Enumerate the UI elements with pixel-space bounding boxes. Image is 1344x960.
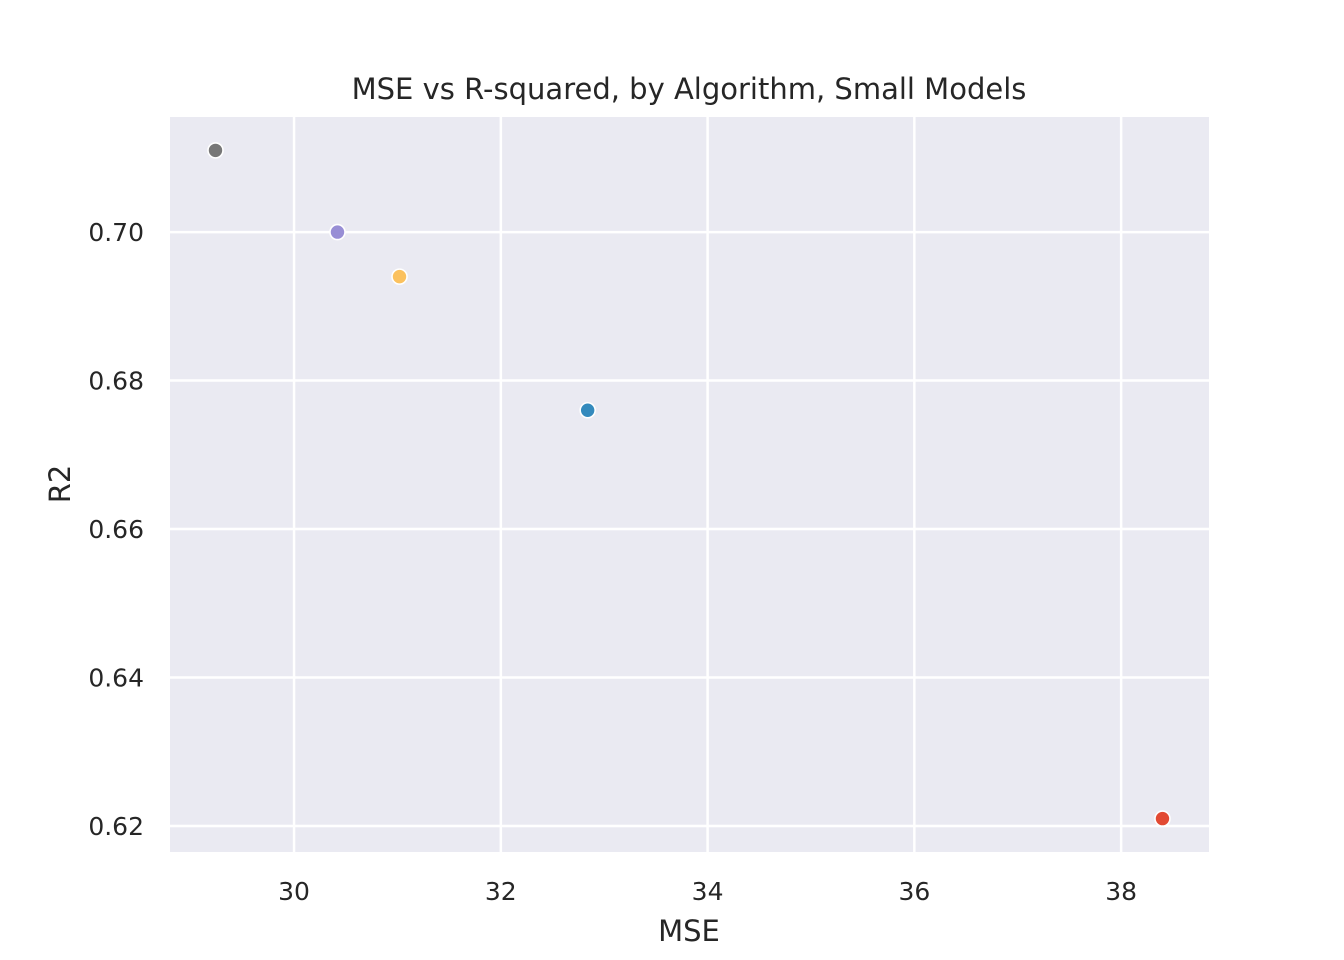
data-point xyxy=(207,142,224,159)
x-gridlines xyxy=(292,117,1123,852)
y-axis-ticks: 0.62 0.64 0.66 0.68 0.70 xyxy=(88,218,144,841)
x-axis-label: MSE xyxy=(658,914,720,948)
x-tick-label: 30 xyxy=(278,877,310,906)
x-tick-label: 34 xyxy=(692,877,724,906)
data-point xyxy=(579,401,596,419)
y-tick-label: 0.64 xyxy=(88,664,144,693)
plot-area xyxy=(170,117,1209,852)
chart-title: MSE vs R-squared, by Algorithm, Small Mo… xyxy=(352,72,1027,106)
data-points xyxy=(207,142,1171,827)
x-axis-ticks: 30 32 34 36 38 xyxy=(278,877,1137,906)
y-axis-label: R2 xyxy=(43,465,77,504)
x-tick-label: 32 xyxy=(485,877,517,906)
data-point xyxy=(1154,810,1171,827)
y-tick-label: 0.66 xyxy=(88,515,144,544)
y-tick-label: 0.62 xyxy=(88,812,144,841)
x-tick-label: 36 xyxy=(898,877,930,906)
x-tick-label: 38 xyxy=(1105,877,1137,906)
y-tick-label: 0.70 xyxy=(88,218,144,247)
y-tick-label: 0.68 xyxy=(88,367,144,396)
data-point xyxy=(391,268,408,285)
data-point xyxy=(329,223,346,241)
